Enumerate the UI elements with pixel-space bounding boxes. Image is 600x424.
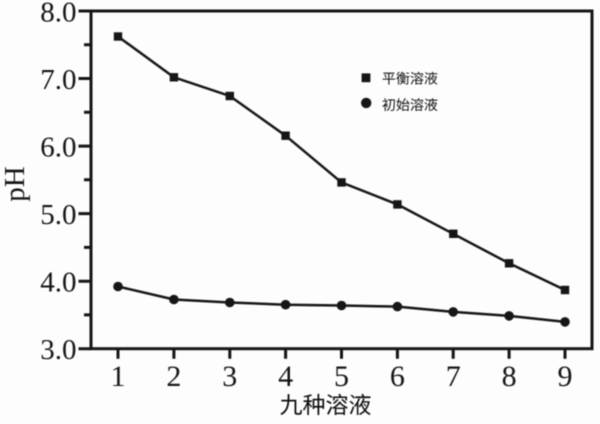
svg-text:3: 3 — [222, 360, 237, 393]
svg-text:pH: pH — [0, 166, 31, 202]
svg-text:6.0: 6.0 — [40, 132, 76, 164]
svg-text:5: 5 — [334, 360, 349, 393]
svg-text:4: 4 — [278, 360, 293, 393]
svg-text:4.0: 4.0 — [40, 267, 76, 299]
svg-text:8.0: 8.0 — [40, 0, 76, 29]
svg-text:9: 9 — [558, 360, 573, 393]
svg-text:2: 2 — [166, 360, 181, 393]
svg-text:8: 8 — [502, 360, 517, 393]
svg-text:7: 7 — [446, 360, 461, 393]
svg-text:6: 6 — [390, 360, 405, 393]
svg-text:5.0: 5.0 — [40, 199, 76, 231]
svg-text:1: 1 — [111, 360, 126, 393]
svg-text:7.0: 7.0 — [40, 64, 76, 96]
svg-text:3.0: 3.0 — [40, 334, 76, 366]
